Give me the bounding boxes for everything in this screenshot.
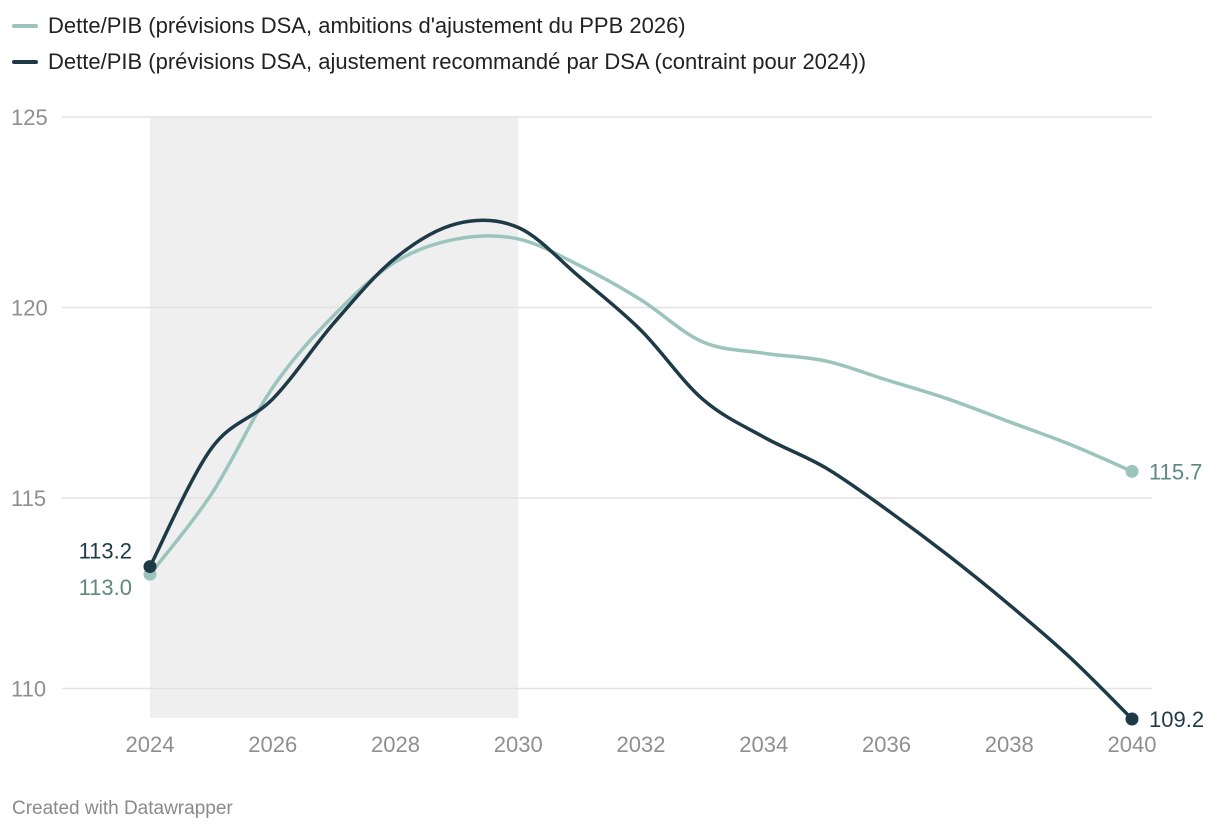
footer-credit: Created with Datawrapper (12, 798, 233, 819)
x-tick-label: 2024 (126, 732, 175, 757)
end-point-1 (1125, 712, 1139, 726)
series-line-dsa (148, 218, 1134, 721)
start-point-1 (143, 560, 157, 574)
y-tick-label: 120 (11, 296, 48, 321)
legend: Dette/PIB (prévisions DSA, ambitions d'a… (12, 8, 866, 80)
y-tick-label: 125 (11, 105, 48, 130)
end-value-label-1: 109.2 (1149, 707, 1204, 732)
x-tick-label: 2040 (1108, 732, 1157, 757)
legend-item-dsa: Dette/PIB (prévisions DSA, ajustement re… (12, 44, 866, 80)
end-value-label-0: 115.7 (1149, 459, 1202, 484)
legend-swatch-dark (12, 60, 38, 64)
start-value-label-1: 113.2 (79, 539, 132, 564)
end-point-0 (1125, 464, 1139, 478)
shaded-period (150, 117, 519, 718)
start-value-label-0: 113.0 (79, 575, 132, 600)
x-tick-label: 2026 (248, 732, 297, 757)
series-line-ppb (148, 234, 1134, 576)
x-tick-label: 2032 (617, 732, 666, 757)
legend-label-ppb: Dette/PIB (prévisions DSA, ambitions d'a… (48, 13, 686, 38)
x-tick-label: 2034 (739, 732, 788, 757)
legend-label-dsa: Dette/PIB (prévisions DSA, ajustement re… (48, 49, 867, 74)
x-tick-label: 2038 (985, 732, 1034, 757)
legend-swatch-light (12, 24, 38, 28)
y-tick-label: 115 (11, 486, 46, 511)
y-tick-label: 110 (11, 677, 46, 702)
x-tick-label: 2028 (371, 732, 420, 757)
legend-item-ppb: Dette/PIB (prévisions DSA, ambitions d'a… (12, 8, 866, 44)
x-tick-label: 2030 (494, 732, 543, 757)
x-tick-label: 2036 (862, 732, 911, 757)
